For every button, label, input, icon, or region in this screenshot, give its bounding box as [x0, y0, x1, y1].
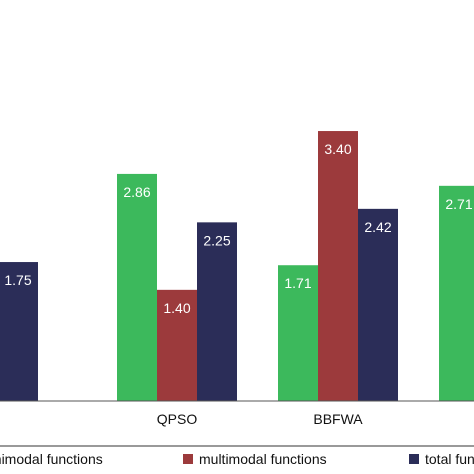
- bar-unimodal-functions-qpso: [117, 173, 157, 401]
- legend-label-multimodal-functions: multimodal functions: [199, 451, 327, 467]
- value-label-unimodal-functions-n: 2.71: [445, 196, 472, 212]
- legend-swatch-total-functions: [409, 454, 419, 464]
- value-label-multimodal-functions-bbfwa: 3.40: [324, 141, 351, 157]
- category-labels: DSQQPSOBBFWAN: [157, 411, 364, 427]
- bars-layer: 2.861.712.711.601.403.401.752.252.42: [0, 131, 474, 402]
- bar-multimodal-functions-qpso: [157, 289, 197, 401]
- legend-label-unimodal-functions: unimodal functions: [0, 451, 103, 467]
- value-label-unimodal-functions-qpso: 2.86: [123, 184, 150, 200]
- bar-total-functions-dsq: [0, 262, 38, 401]
- legend-box: [0, 445, 474, 474]
- legend-label-total-functions: total functions: [425, 451, 474, 467]
- value-label-total-functions-qpso: 2.25: [203, 232, 230, 248]
- bar-multimodal-functions-bbfwa: [318, 131, 358, 402]
- bar-unimodal-functions-bbfwa: [278, 265, 318, 401]
- legend: unimodal functions multimodal functions to…: [0, 445, 474, 474]
- legend-swatch-multimodal-functions: [183, 454, 193, 464]
- value-label-total-functions-dsq: 1.75: [4, 272, 31, 288]
- value-label-multimodal-functions-qpso: 1.40: [163, 300, 190, 316]
- bar-total-functions-qpso: [197, 222, 237, 401]
- bar-unimodal-functions-n: [439, 185, 474, 401]
- category-label-bbfwa: BBFWA: [313, 411, 363, 427]
- value-label-unimodal-functions-bbfwa: 1.71: [284, 275, 311, 291]
- bar-total-functions-bbfwa: [358, 208, 398, 401]
- category-label-qpso: QPSO: [157, 411, 198, 427]
- value-label-total-functions-bbfwa: 2.42: [364, 219, 391, 235]
